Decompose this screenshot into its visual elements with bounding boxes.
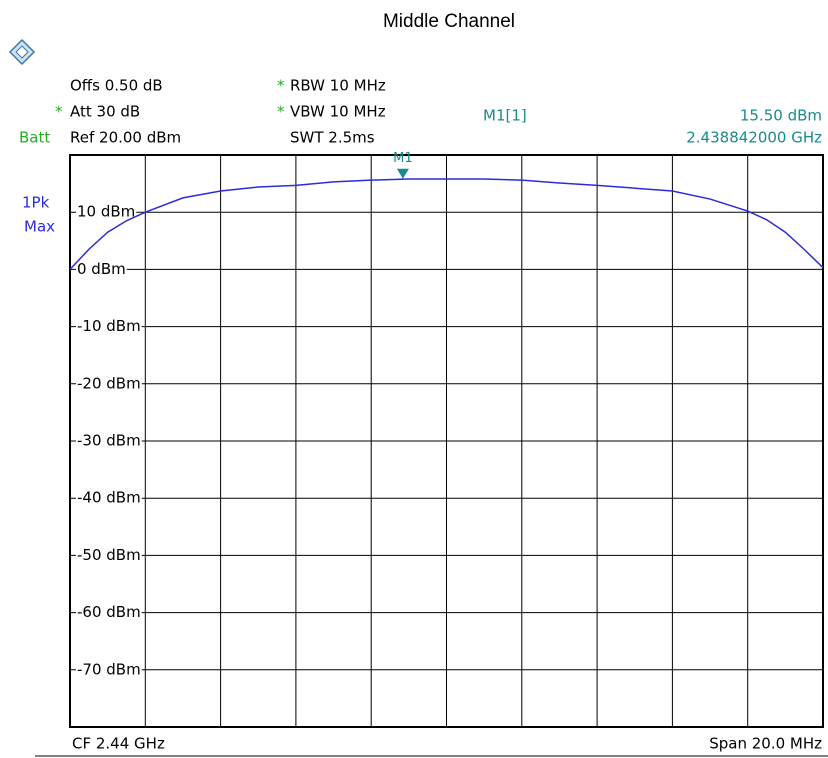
vbw: VBW 10 MHz — [290, 103, 386, 121]
y-tick-label-bg — [76, 374, 142, 393]
y-tick-label-bg — [76, 660, 142, 679]
marker-frequency: 2.438842000 GHz — [686, 129, 822, 147]
marker — [396, 168, 409, 179]
offset: Offs 0.50 dB — [70, 77, 163, 95]
batt: Batt — [19, 129, 50, 147]
y-tick-label: -40 dBm — [77, 489, 141, 507]
y-tick-label: 0 dBm — [77, 260, 126, 278]
marker-name: M1 — [393, 151, 413, 166]
trace — [69, 178, 824, 270]
rbw-flag: * — [277, 77, 285, 95]
y-tick-label: -50 dBm — [77, 546, 141, 564]
y-tick-label: 10 dBm — [77, 203, 135, 221]
y-tick-label: -10 dBm — [77, 317, 141, 335]
y-tick-label: -20 dBm — [77, 374, 141, 392]
span: Span 20.0 MHz — [709, 735, 822, 753]
trace-mode: Max — [24, 218, 55, 236]
sweep-time: SWT 2.5ms — [290, 129, 375, 147]
rbw: RBW 10 MHz — [290, 77, 386, 95]
y-tick-label-bg — [76, 431, 142, 450]
y-tick-label: -30 dBm — [77, 432, 141, 450]
logo — [8, 38, 36, 66]
y-tick-label: -60 dBm — [77, 603, 141, 621]
y-tick-label-bg — [76, 603, 142, 622]
vbw-flag: * — [277, 103, 285, 121]
chart-title: Middle Channel — [383, 11, 515, 32]
marker-readout: M1[1] — [483, 107, 527, 125]
y-tick-label-bg — [76, 545, 142, 564]
attenuation: Att 30 dB — [70, 103, 140, 121]
detector: 1Pk — [22, 194, 50, 212]
y-tick-label-bg — [76, 488, 142, 507]
y-tick-label-bg — [76, 202, 137, 221]
att-flag: * — [55, 103, 63, 121]
marker-value: 15.50 dBm — [740, 107, 822, 125]
plot-frame — [69, 154, 824, 728]
y-tick-label: -70 dBm — [77, 660, 141, 678]
reference: Ref 20.00 dBm — [70, 129, 181, 147]
y-tick-label-bg — [76, 317, 142, 336]
y-tick-label-bg — [76, 259, 127, 278]
center-frequency: CF 2.44 GHz — [72, 735, 165, 753]
